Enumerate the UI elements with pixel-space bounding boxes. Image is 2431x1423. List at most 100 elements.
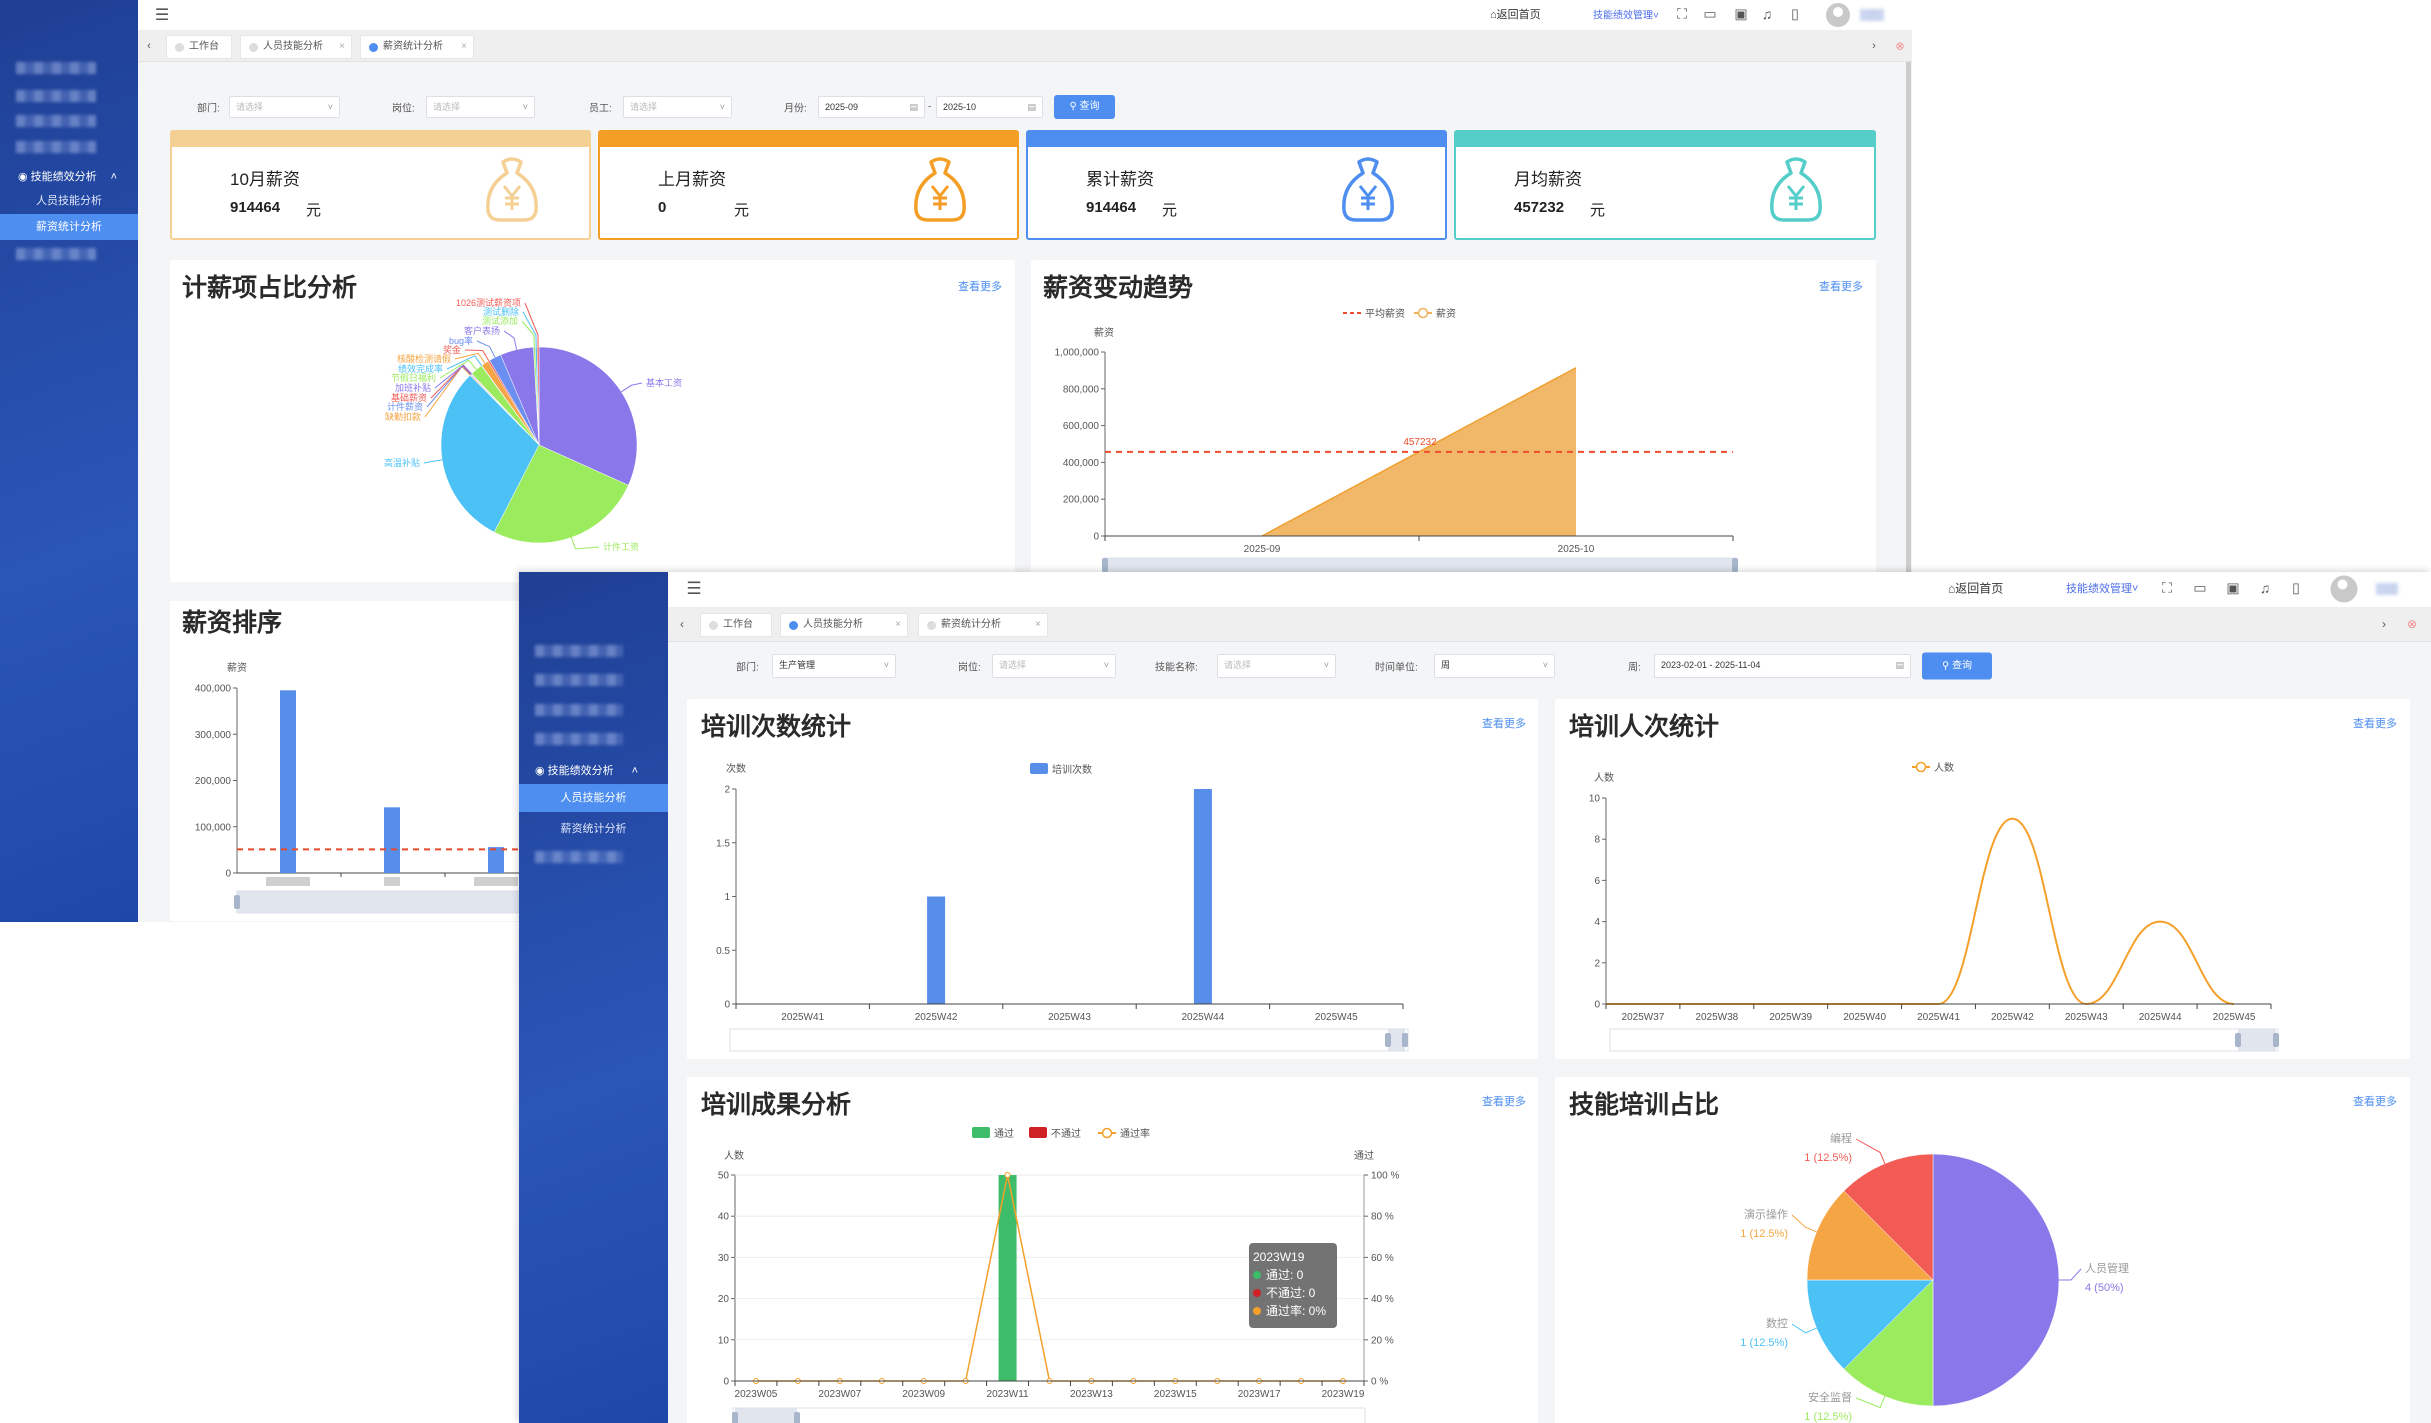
sidebar-item-blurred[interactable]: [16, 62, 96, 74]
close-icon[interactable]: ×: [339, 41, 345, 52]
pie-slice[interactable]: [440, 374, 540, 533]
sidebar-item-blurred[interactable]: [16, 115, 96, 127]
time-unit-select[interactable]: 周 ˅: [1434, 654, 1555, 678]
sidebar-item-salary-analysis[interactable]: 薪资统计分析: [560, 823, 627, 835]
datazoom-handle[interactable]: [1385, 1033, 1391, 1047]
datazoom-window[interactable]: [1105, 558, 1735, 572]
chevron-left-icon[interactable]: ‹: [147, 40, 151, 52]
close-icon[interactable]: ×: [1035, 619, 1041, 630]
pie-slice[interactable]: [1932, 1153, 2060, 1407]
legend-label[interactable]: 平均薪资: [1365, 308, 1405, 320]
monitor-icon[interactable]: ▭: [1703, 5, 1717, 22]
pie-slice[interactable]: [1843, 1279, 1934, 1407]
mobile-icon[interactable]: ▯: [1791, 5, 1799, 22]
training-count-bar[interactable]: [1193, 789, 1212, 1004]
legend-label[interactable]: 薪资: [1436, 308, 1456, 320]
chevron-right-icon[interactable]: ›: [2382, 617, 2386, 631]
legend-label[interactable]: 不通过: [1051, 1127, 1081, 1140]
sidebar-item-blurred[interactable]: [16, 90, 96, 102]
pass-bar[interactable]: [998, 1175, 1017, 1381]
datazoom-window[interactable]: [2238, 1029, 2276, 1051]
query-button[interactable]: ⚲ 查询: [1922, 652, 1992, 680]
sidebar-item-salary-analysis[interactable]: 薪资统计分析: [0, 214, 138, 240]
employee-select[interactable]: 请选择 ˅: [623, 96, 732, 118]
sidebar-item-blurred[interactable]: [16, 248, 96, 260]
pass-rate-point[interactable]: [1004, 1172, 1011, 1178]
view-more-link[interactable]: 查看更多: [2353, 1096, 2397, 1108]
layout-icon[interactable]: ▣: [1734, 5, 1748, 22]
query-button[interactable]: ⚲ 查询: [1054, 95, 1115, 119]
sidebar-item-blurred[interactable]: [16, 141, 96, 153]
datazoom-window[interactable]: [1388, 1029, 1405, 1051]
datazoom-handle[interactable]: [2273, 1033, 2279, 1047]
post-select[interactable]: 请选择 ˅: [992, 654, 1116, 678]
dept-select[interactable]: 请选择 ˅: [229, 96, 340, 118]
tab-salary-analysis[interactable]: 薪资统计分析 ×: [918, 613, 1048, 637]
tab-skill-analysis[interactable]: 人员技能分析 ×: [240, 35, 352, 59]
datazoom-handle[interactable]: [234, 895, 240, 909]
pie-slice[interactable]: [1806, 1279, 1934, 1370]
sidebar-item-skill-analysis[interactable]: 人员技能分析: [36, 195, 102, 207]
menu-dropdown[interactable]: 技能绩效管理˅: [2066, 583, 2139, 595]
chevron-left-icon[interactable]: ‹: [680, 617, 684, 631]
close-icon[interactable]: ×: [461, 41, 467, 52]
view-more-link[interactable]: 查看更多: [1482, 718, 1526, 730]
skill-name-select[interactable]: 请选择 ˅: [1217, 654, 1336, 678]
user-name-blurred[interactable]: [1860, 9, 1884, 21]
legend-label[interactable]: 通过率: [1120, 1127, 1150, 1140]
view-more-link[interactable]: 查看更多: [2353, 718, 2397, 730]
close-all-icon[interactable]: ⊗: [1895, 40, 1905, 53]
sidebar-item-blurred[interactable]: [535, 851, 623, 863]
datazoom-handle[interactable]: [1732, 558, 1738, 572]
view-more-link[interactable]: 查看更多: [958, 281, 1002, 293]
sidebar-group-skill-performance[interactable]: ◉ 技能绩效分析 ˄: [18, 171, 118, 183]
bell-icon[interactable]: ♫: [2259, 580, 2271, 596]
tab-skill-analysis[interactable]: 人员技能分析 ×: [780, 613, 908, 637]
rank-bar[interactable]: [488, 847, 504, 873]
layout-icon[interactable]: ▣: [2226, 579, 2240, 596]
avatar[interactable]: [2330, 575, 2358, 603]
sidebar-item-blurred[interactable]: [535, 645, 623, 657]
post-select[interactable]: 请选择 ˅: [426, 96, 535, 118]
fullscreen-icon[interactable]: ⛶: [1677, 5, 1687, 22]
datazoom-handle[interactable]: [732, 1412, 738, 1423]
sidebar-item-blurred[interactable]: [535, 733, 623, 745]
bell-icon[interactable]: ♫: [1761, 6, 1773, 22]
datazoom-slider[interactable]: [732, 1407, 1366, 1423]
view-more-link[interactable]: 查看更多: [1482, 1096, 1526, 1108]
pie-slice[interactable]: [1843, 1153, 1934, 1281]
monitor-icon[interactable]: ▭: [2193, 579, 2207, 596]
rank-bar[interactable]: [384, 807, 400, 873]
legend-label[interactable]: 通过: [994, 1127, 1014, 1140]
hamburger-menu-icon[interactable]: ☰: [154, 7, 170, 24]
close-icon[interactable]: ×: [895, 619, 901, 630]
pie-slice[interactable]: [1806, 1190, 1934, 1281]
training-count-bar[interactable]: [927, 896, 946, 1005]
home-link[interactable]: ⌂返回首页: [1490, 9, 1541, 21]
datazoom-slider[interactable]: [729, 1028, 1409, 1052]
legend-label[interactable]: 人数: [1934, 761, 1954, 774]
sidebar-item-blurred[interactable]: [535, 674, 623, 686]
week-range-input[interactable]: 2023-02-01 - 2025-11-04 ▤: [1654, 654, 1911, 678]
datazoom-handle[interactable]: [1102, 558, 1108, 572]
fullscreen-icon[interactable]: ⛶: [2162, 579, 2172, 596]
legend-label[interactable]: 培训次数: [1052, 763, 1092, 776]
datazoom-window[interactable]: [735, 1408, 797, 1423]
close-all-icon[interactable]: ⊗: [2406, 617, 2418, 631]
dept-select[interactable]: 生产管理 ˅: [772, 654, 896, 678]
home-link[interactable]: ⌂返回首页: [1948, 581, 2004, 596]
user-name-blurred[interactable]: [2376, 583, 2398, 595]
menu-dropdown[interactable]: 技能绩效管理˅: [1593, 10, 1659, 22]
sidebar-item-skill-analysis[interactable]: 人员技能分析: [519, 784, 668, 812]
mobile-icon[interactable]: ▯: [2292, 579, 2300, 596]
sidebar-group-skill-performance[interactable]: ◉ 技能绩效分析 ˄: [535, 765, 639, 777]
sidebar-item-blurred[interactable]: [535, 704, 623, 716]
tab-salary-analysis[interactable]: 薪资统计分析 ×: [360, 35, 474, 59]
datazoom-slider[interactable]: [1609, 1028, 2279, 1052]
month-start-input[interactable]: 2025-09 ▤: [818, 96, 925, 118]
hamburger-menu-icon[interactable]: ☰: [686, 579, 702, 598]
datazoom-handle[interactable]: [794, 1412, 800, 1423]
tab-workbench[interactable]: 工作台: [700, 613, 772, 637]
datazoom-handle[interactable]: [2235, 1033, 2241, 1047]
tab-workbench[interactable]: 工作台: [166, 35, 232, 59]
